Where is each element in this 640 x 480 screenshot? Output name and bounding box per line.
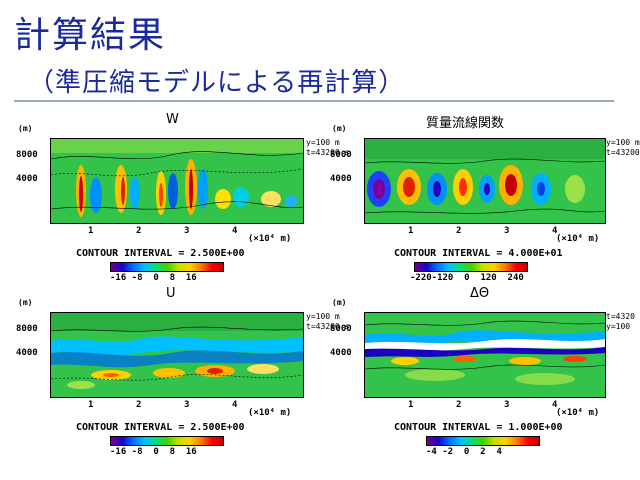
y-tick: 8000	[330, 324, 352, 334]
y-tick: 4000	[16, 348, 38, 358]
x-tick: 4	[552, 226, 558, 236]
panel-title: U	[166, 286, 176, 301]
slide-title: 計算結果	[14, 15, 167, 56]
x-tick: 2	[136, 400, 142, 410]
y-tick: 4000	[330, 348, 352, 358]
x-tick: 3	[184, 226, 190, 236]
colorbar-labels: -16 -8 0 8 16	[110, 273, 197, 283]
y-tick: 8000	[16, 324, 38, 334]
x-tick: 3	[504, 226, 510, 236]
colorbar	[426, 436, 540, 446]
x-tick: 4	[232, 400, 238, 410]
colorbar-labels: -4 -2 0 2 4	[426, 447, 502, 457]
title-divider	[14, 100, 614, 102]
y-unit: (m)	[18, 298, 33, 307]
x-tick: 4	[232, 226, 238, 236]
contour-plot-delta-theta	[364, 312, 606, 398]
colorbar	[110, 262, 224, 272]
x-unit: (×10⁴ m)	[556, 408, 600, 418]
x-tick: 2	[456, 226, 462, 236]
contour-field-w	[51, 139, 303, 223]
panel-title: ΔΘ	[470, 286, 490, 301]
x-tick: 3	[504, 400, 510, 410]
contour-interval: CONTOUR INTERVAL = 2.500E+00	[76, 248, 245, 259]
x-unit: (×10⁴ m)	[248, 234, 292, 244]
y-unit: (m)	[332, 124, 347, 133]
contour-field-u	[51, 313, 303, 397]
x-tick: 3	[184, 400, 190, 410]
x-tick: 1	[408, 400, 414, 410]
x-tick: 2	[136, 226, 142, 236]
contour-plot-u	[50, 312, 304, 398]
y-tick: 4000	[330, 174, 352, 184]
x-unit: (×10⁴ m)	[556, 234, 600, 244]
panel-streamfunction: 質量流線関数 (m) 8000 4000 y=100 m t=43200 1 2…	[330, 112, 640, 284]
x-tick: 2	[456, 400, 462, 410]
panel-delta-theta: ΔΘ (m) 8000 4000 t=4320 y=100 1 2 3 4 (×…	[330, 286, 635, 458]
contour-interval: CONTOUR INTERVAL = 1.000E+00	[394, 422, 563, 433]
contour-plot-streamfunction	[364, 138, 606, 224]
panel-title: 質量流線関数	[426, 116, 505, 131]
x-unit: (×10⁴ m)	[248, 408, 292, 418]
y-unit: (m)	[18, 124, 33, 133]
contour-interval: CONTOUR INTERVAL = 2.500E+00	[76, 422, 245, 433]
colorbar	[110, 436, 224, 446]
plot-annotation: t=4320 y=100	[606, 312, 635, 331]
colorbar-labels: -220-120 0 120 240	[410, 273, 524, 283]
y-unit: (m)	[332, 298, 347, 307]
contour-plot-w	[50, 138, 304, 224]
panel-u: U (m) 8000 4000 y=100 m t=43200 s 1 2 3 …	[16, 286, 349, 458]
x-tick: 4	[552, 400, 558, 410]
colorbar	[414, 262, 528, 272]
contour-interval: CONTOUR INTERVAL = 4.000E+01	[394, 248, 563, 259]
x-tick: 1	[408, 226, 414, 236]
x-tick: 1	[88, 226, 94, 236]
plot-annotation: y=100 m t=43200	[606, 138, 640, 157]
y-tick: 8000	[330, 150, 352, 160]
y-tick: 8000	[16, 150, 38, 160]
panel-title: W	[166, 112, 179, 127]
panel-w: W (m) 8000 4000 y=100 m t=43200 s 1 2 3 …	[16, 112, 349, 284]
contour-field-streamfunction	[365, 139, 605, 223]
plot-annotation: y=100 m t=43200 s	[306, 138, 350, 157]
colorbar-labels: -16 -8 0 8 16	[110, 447, 197, 457]
y-tick: 4000	[16, 174, 38, 184]
plot-annotation: y=100 m t=43200 s	[306, 312, 350, 331]
x-tick: 1	[88, 400, 94, 410]
slide-subtitle: （準圧縮モデルによる再計算）	[28, 68, 406, 98]
contour-field-delta-theta	[365, 313, 605, 397]
